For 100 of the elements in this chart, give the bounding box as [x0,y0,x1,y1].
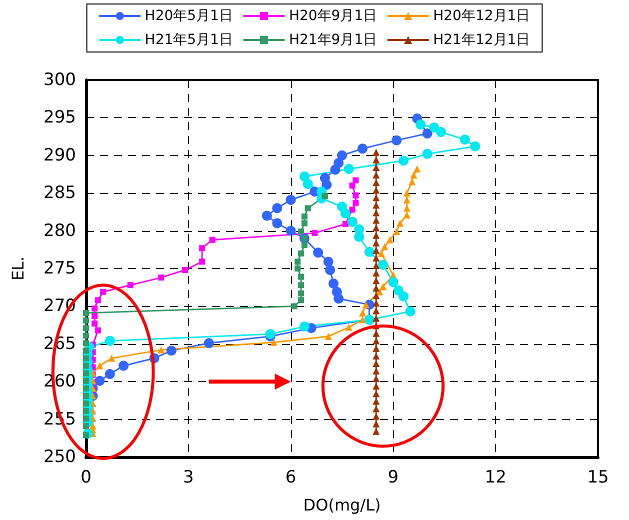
point [403,196,410,204]
point [182,267,188,274]
point [403,190,410,197]
point [301,242,308,248]
point [372,148,380,156]
point [83,378,89,384]
point [372,277,380,284]
point [301,220,308,226]
point [323,256,334,267]
point [298,274,304,280]
point [372,239,380,246]
point [436,127,446,138]
legend-label: H21年12月1日 [433,32,530,48]
point [108,354,116,362]
point [312,230,318,236]
point [408,178,416,186]
point [398,156,408,166]
point [337,150,347,160]
point [204,338,214,348]
point [345,324,352,331]
point [422,148,432,159]
point [372,398,380,405]
point [372,405,380,412]
point [372,428,380,435]
point [372,156,380,164]
y-axis-title: EL. [8,256,28,281]
point [166,346,176,356]
point [372,292,380,300]
point [372,360,380,368]
point [83,400,89,406]
point [405,306,416,316]
point [272,203,282,214]
point [299,322,310,332]
point [342,221,348,228]
x-tick-label: 6 [285,468,296,488]
point [372,314,380,322]
point [83,332,89,339]
point [379,283,386,290]
point [104,369,115,380]
point [358,309,366,316]
point [358,316,366,324]
point [344,164,354,174]
point [372,382,380,390]
point [372,375,380,382]
point [328,278,338,289]
point [372,202,380,209]
point [322,180,332,190]
legend-label: H20年5月1日 [144,8,233,24]
point [94,297,101,304]
point [304,205,311,212]
point [340,208,350,218]
point [352,192,359,198]
point [291,303,298,310]
point [372,224,380,232]
point [100,288,106,295]
point [422,128,432,139]
point [83,318,89,324]
point [83,408,89,414]
point [372,172,380,179]
point [372,412,380,420]
point [325,265,336,276]
point [286,194,296,205]
x-axis-title: DO(mg/L) [303,496,381,514]
point [94,327,101,334]
point [83,325,89,332]
point [298,290,304,296]
point [104,336,115,346]
point [158,346,165,354]
point [372,186,380,194]
point [398,291,408,302]
point [302,179,313,190]
point [414,165,421,172]
point [294,258,301,265]
point [118,360,129,371]
point [372,337,380,344]
point [460,134,470,145]
point [199,245,206,252]
point [372,390,380,398]
point [209,236,216,243]
point [83,416,89,422]
legend-label: H21年9月1日 [288,32,378,48]
point [352,200,359,206]
point [83,362,89,369]
point [330,164,340,175]
point [386,236,394,244]
point [381,243,388,250]
point [262,210,272,221]
point [294,266,301,272]
point [372,216,380,224]
point [298,297,304,304]
point [372,284,380,292]
point [347,216,358,227]
point [298,282,304,288]
y-tick-label: 295 [44,108,76,128]
y-tick-label: 290 [44,145,76,166]
point [378,250,385,257]
point [313,248,324,258]
point [388,277,398,288]
point [83,348,89,354]
point [416,119,426,130]
